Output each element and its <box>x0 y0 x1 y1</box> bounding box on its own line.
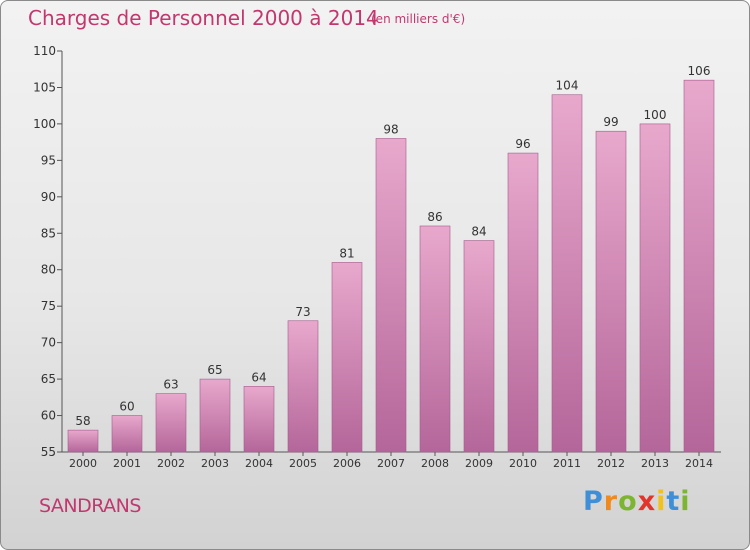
logo-letter: i <box>656 486 667 517</box>
bar <box>507 152 539 453</box>
bar <box>111 415 143 453</box>
x-tick-label: 2003 <box>201 457 229 470</box>
x-tick-label: 2008 <box>421 457 449 470</box>
chart-subtitle: (en milliers d'€) <box>371 12 466 26</box>
data-label: 58 <box>75 414 90 428</box>
x-tick-label: 2010 <box>509 457 537 470</box>
data-label: 60 <box>119 400 134 414</box>
y-tick-label: 85 <box>41 226 56 240</box>
data-label: 106 <box>688 64 711 78</box>
data-label: 81 <box>339 246 354 260</box>
bar <box>199 378 231 453</box>
bar <box>683 79 715 453</box>
y-tick-label: 65 <box>41 372 56 386</box>
y-tick-label: 100 <box>33 117 56 131</box>
x-tick-label: 2006 <box>333 457 361 470</box>
bar <box>331 262 363 453</box>
x-tick-label: 2004 <box>245 457 273 470</box>
logo-letter: r <box>603 486 619 517</box>
y-tick-label: 75 <box>41 299 56 313</box>
commune-name: SANDRANS <box>39 495 141 517</box>
logo-letter: x <box>637 486 657 517</box>
data-label: 98 <box>383 122 398 136</box>
x-tick-label: 2012 <box>597 457 625 470</box>
bar <box>287 320 319 453</box>
bar <box>375 138 407 453</box>
logo-letter: i <box>680 486 691 517</box>
data-label: 86 <box>427 210 442 224</box>
x-tick-label: 2005 <box>289 457 317 470</box>
y-tick-label: 80 <box>41 263 56 277</box>
x-tick-label: 2002 <box>157 457 185 470</box>
bar <box>243 386 275 453</box>
logo-letter: o <box>618 486 638 517</box>
data-label: 99 <box>603 115 618 129</box>
x-tick-label: 2001 <box>113 457 141 470</box>
data-label: 104 <box>556 79 579 93</box>
x-tick-label: 2000 <box>69 457 97 470</box>
data-label: 73 <box>295 305 310 319</box>
data-label: 65 <box>207 363 222 377</box>
data-label: 100 <box>644 108 667 122</box>
bar <box>155 393 187 453</box>
y-tick-label: 60 <box>41 409 56 423</box>
x-tick-label: 2013 <box>641 457 669 470</box>
bar <box>551 94 583 453</box>
proxiti-logo: Proxiti <box>583 486 691 517</box>
bar <box>419 225 451 453</box>
y-tick-label: 55 <box>41 445 56 459</box>
data-label: 96 <box>515 137 530 151</box>
logo-letter: t <box>666 486 681 517</box>
data-label: 84 <box>471 225 486 239</box>
x-tick-label: 2009 <box>465 457 493 470</box>
bar <box>595 130 627 453</box>
x-tick-label: 2014 <box>685 457 713 470</box>
bar <box>463 240 495 453</box>
y-tick-label: 70 <box>41 336 56 350</box>
y-tick-label: 90 <box>41 190 56 204</box>
bar <box>639 123 671 453</box>
bar <box>67 429 99 453</box>
data-label: 64 <box>251 370 266 384</box>
x-tick-label: 2011 <box>553 457 581 470</box>
y-tick-label: 105 <box>33 80 56 94</box>
y-tick-label: 95 <box>41 153 56 167</box>
logo-letter: P <box>583 486 604 517</box>
chart-title: Charges de Personnel 2000 à 2014 <box>28 6 379 30</box>
x-tick-label: 2007 <box>377 457 405 470</box>
y-tick-label: 110 <box>33 44 56 58</box>
data-label: 63 <box>163 378 178 392</box>
